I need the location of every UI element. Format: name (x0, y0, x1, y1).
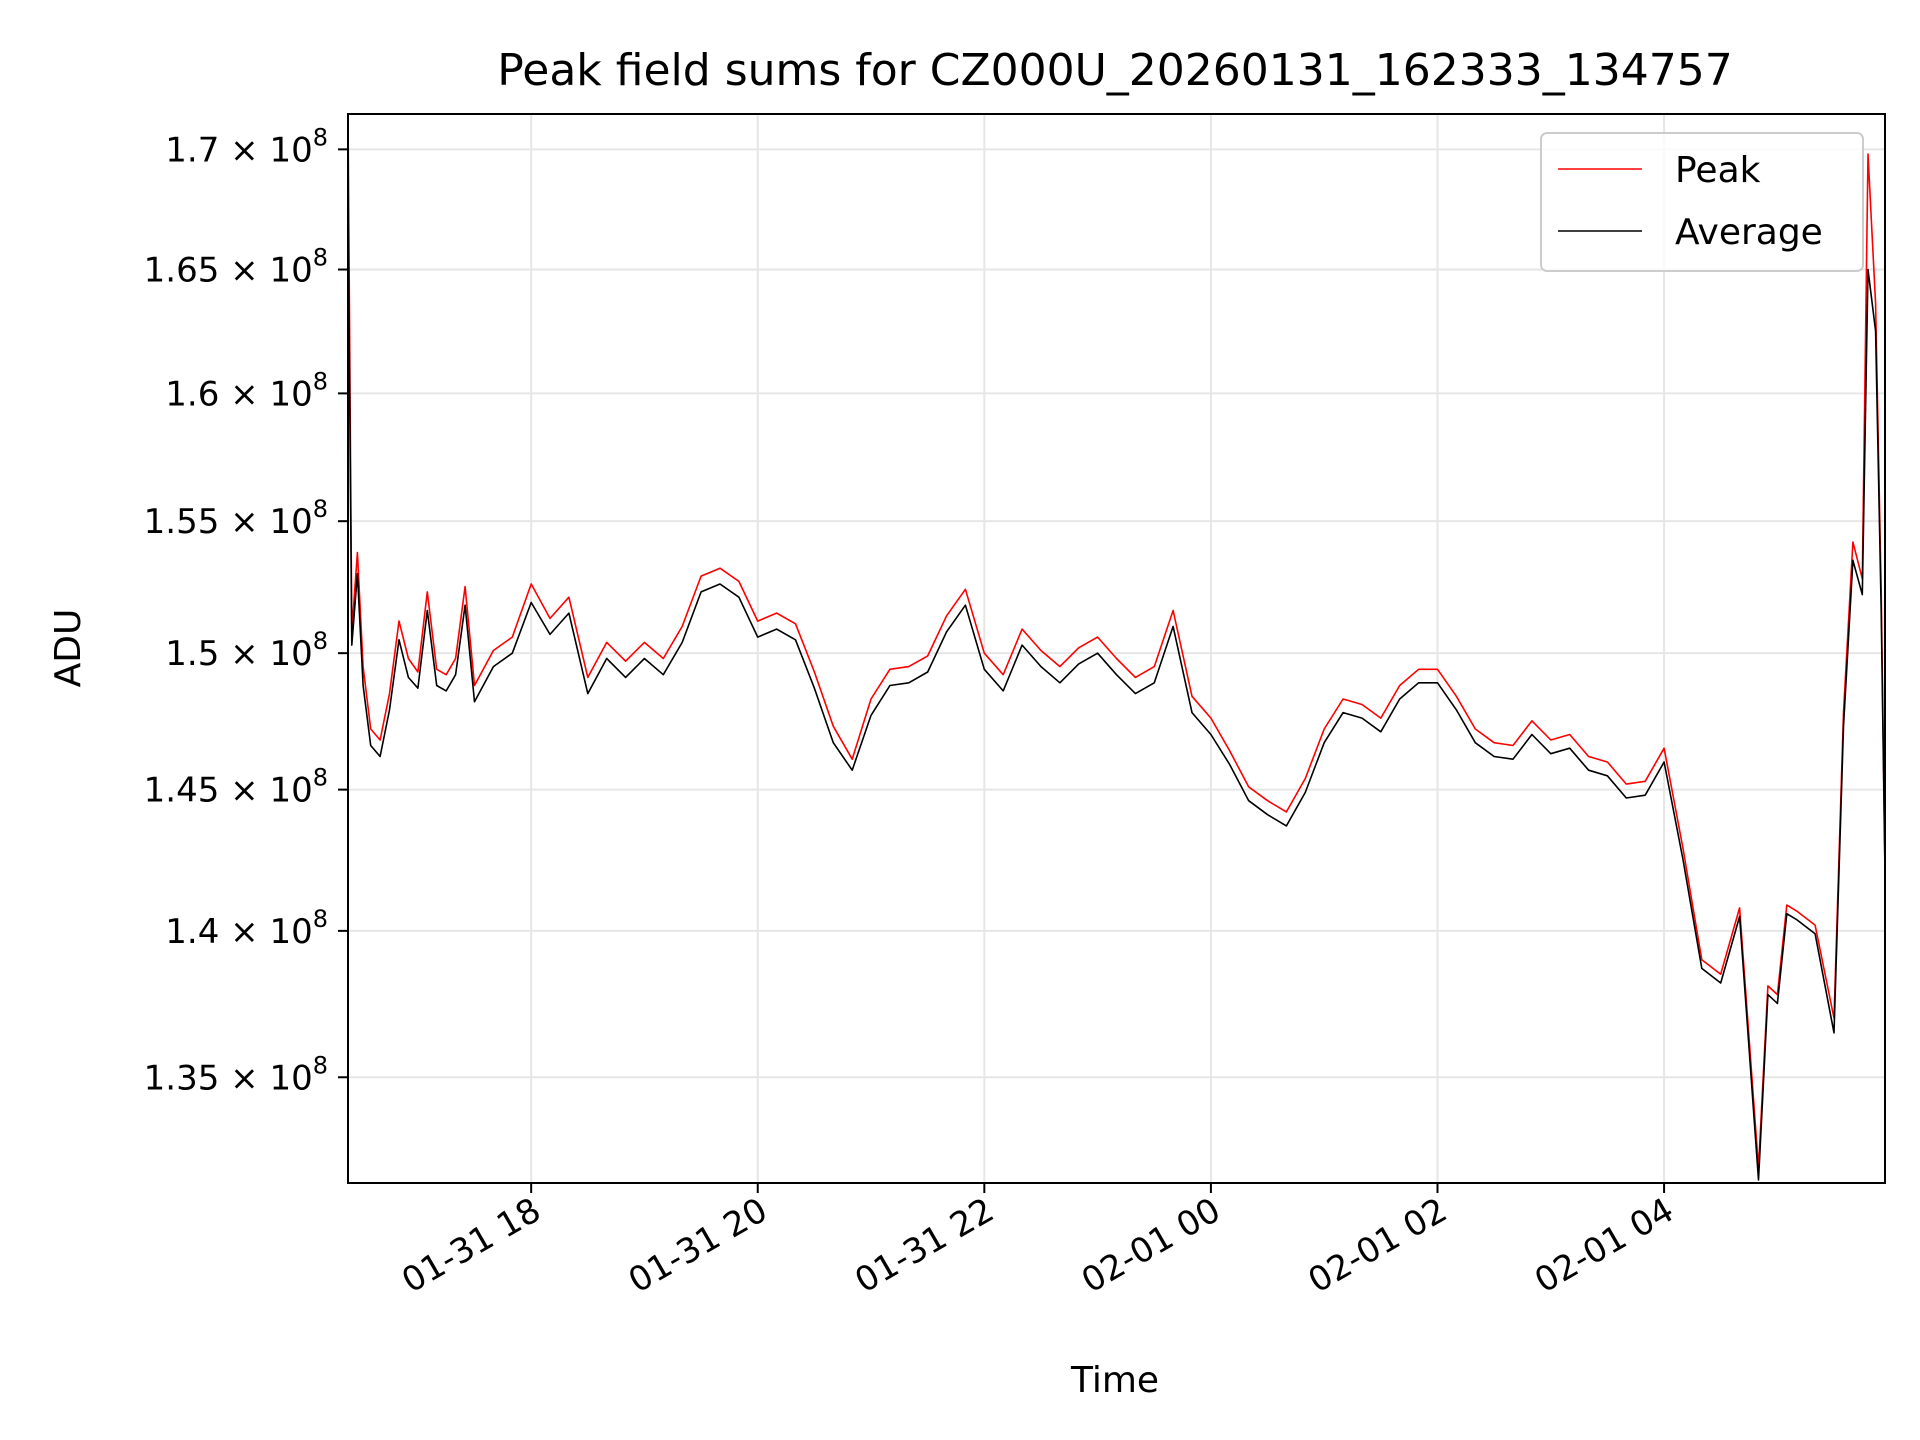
y-tick-label: 1.4 × 108 (165, 905, 328, 952)
y-tick-mantissa: 1.4 × 10 (165, 912, 312, 952)
y-tick-exponent: 8 (313, 764, 328, 792)
y-tick-exponent: 8 (313, 367, 328, 395)
y-tick-mantissa: 1.45 × 10 (144, 771, 313, 811)
y-tick-mantissa: 1.7 × 10 (165, 130, 312, 170)
y-tick-label: 1.6 × 108 (165, 367, 328, 414)
legend-box (1540, 132, 1864, 272)
y-tick-exponent: 8 (313, 244, 328, 272)
y-tick-mantissa: 1.6 × 10 (165, 374, 312, 414)
y-tick-label: 1.7 × 108 (165, 123, 328, 170)
y-tick-label: 1.45 × 108 (144, 764, 328, 811)
legend-peak-label: Peak (1675, 150, 1761, 191)
series-line-peak (348, 114, 1885, 1169)
y-tick-mantissa: 1.65 × 10 (144, 251, 313, 291)
y-tick-mantissa: 1.35 × 10 (144, 1058, 313, 1098)
y-tick-label: 1.5 × 108 (165, 627, 328, 674)
y-tick-label: 1.65 × 108 (144, 244, 328, 291)
legend: Peak Average (1540, 132, 1864, 272)
y-tick-exponent: 8 (313, 495, 328, 523)
y-tick-exponent: 8 (313, 1051, 328, 1079)
y-tick-exponent: 8 (313, 627, 328, 655)
series-line-average (348, 196, 1885, 1181)
y-axis-title: ADU (48, 609, 89, 688)
y-tick-exponent: 8 (313, 905, 328, 933)
y-tick-label: 1.55 × 108 (144, 495, 328, 542)
plot-frame (347, 113, 1886, 1184)
x-axis-title: Time (1070, 1360, 1159, 1401)
y-tick-exponent: 8 (313, 123, 328, 151)
series-layer (348, 114, 1885, 1181)
y-tick-mantissa: 1.5 × 10 (165, 634, 312, 674)
chart-title: Peak field sums for CZ000U_20260131_1623… (497, 45, 1732, 96)
y-tick-mantissa: 1.55 × 10 (144, 502, 313, 542)
grid (348, 114, 1885, 1183)
legend-average-label: Average (1675, 212, 1823, 253)
y-tick-label: 1.35 × 108 (144, 1051, 328, 1098)
